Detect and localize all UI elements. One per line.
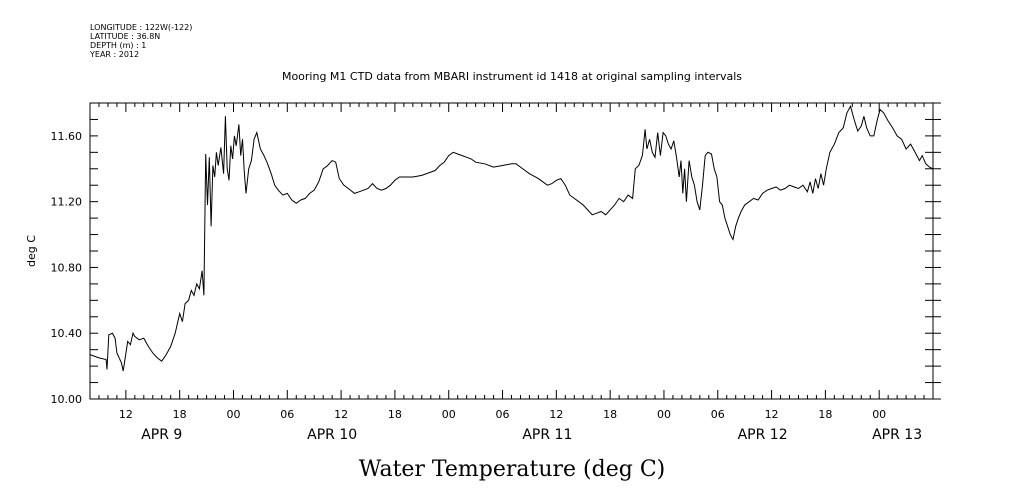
y-tick-label: 10.80 [51, 261, 83, 274]
x-tick-label: 06 [496, 408, 510, 421]
day-label: APR 12 [738, 427, 788, 443]
y-tick-label: 10.40 [51, 327, 83, 340]
y-tick-label: 11.60 [51, 130, 83, 143]
longitude-label: LONGITUDE : 122W(-122) [90, 23, 192, 32]
x-tick-label: 00 [657, 408, 671, 421]
day-label: APR 9 [141, 427, 182, 443]
y-tick-label: 10.00 [51, 393, 83, 406]
plot-frame [89, 102, 934, 400]
x-tick-label: 18 [388, 408, 402, 421]
day-label: APR 10 [307, 427, 357, 443]
x-tick-label: 12 [119, 408, 133, 421]
x-tick-label: 00 [226, 408, 240, 421]
x-tick-label: 00 [442, 408, 456, 421]
year-label: YEAR : 2012 [89, 50, 139, 59]
x-tick-label: 06 [280, 408, 294, 421]
x-tick-label: 18 [603, 408, 617, 421]
y-tick-label: 11.20 [51, 196, 83, 209]
day-label: APR 13 [872, 427, 922, 443]
latitude-label: LATITUDE : 36.8N [90, 32, 160, 41]
x-tick-label: 06 [711, 408, 725, 421]
x-tick-label: 12 [765, 408, 779, 421]
x-tick-label: 18 [173, 408, 187, 421]
day-label: APR 11 [522, 427, 572, 443]
tick-marks [89, 102, 941, 400]
x-tick-label: 00 [872, 408, 886, 421]
x-tick-label: 12 [334, 408, 348, 421]
y-tick-labels: 10.00 10.40 10.80 11.20 11.60 [51, 130, 83, 406]
chart-title: Mooring M1 CTD data from MBARI instrumen… [282, 70, 742, 83]
x-tick-labels: 12 18 00 06 12 18 00 06 12 18 00 06 12 18 00 [119, 408, 886, 421]
x-tick-label: 12 [549, 408, 563, 421]
x-axis-label: Water Temperature (deg C) [359, 457, 666, 482]
series-line [89, 104, 934, 372]
x-tick-label: 18 [818, 408, 832, 421]
depth-label: DEPTH (m) : 1 [90, 41, 146, 50]
day-labels: APR 9 APR 10 APR 11 APR 12 APR 13 [141, 427, 922, 443]
y-axis-label: deg C [25, 235, 38, 267]
